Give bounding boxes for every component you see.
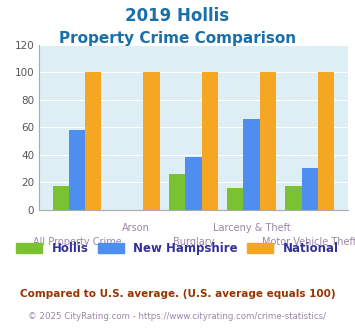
- Bar: [244, 119, 260, 210]
- Bar: [169, 174, 185, 210]
- Text: Arson: Arson: [121, 223, 149, 233]
- Text: Motor Vehicle Theft: Motor Vehicle Theft: [262, 237, 355, 247]
- Text: Burglary: Burglary: [173, 237, 214, 247]
- Text: All Property Crime: All Property Crime: [33, 237, 122, 247]
- Bar: [53, 186, 69, 210]
- Text: Larceny & Theft: Larceny & Theft: [213, 223, 290, 233]
- Legend: Hollis, New Hampshire, National: Hollis, New Hampshire, National: [11, 237, 344, 260]
- Text: Compared to U.S. average. (U.S. average equals 100): Compared to U.S. average. (U.S. average …: [20, 289, 335, 299]
- Bar: [143, 72, 160, 210]
- Bar: [302, 168, 318, 210]
- Bar: [285, 186, 302, 210]
- Bar: [185, 157, 202, 210]
- Text: Property Crime Comparison: Property Crime Comparison: [59, 31, 296, 46]
- Bar: [85, 72, 102, 210]
- Bar: [69, 130, 85, 210]
- Bar: [202, 72, 218, 210]
- Text: 2019 Hollis: 2019 Hollis: [125, 7, 230, 25]
- Bar: [227, 187, 244, 210]
- Bar: [318, 72, 334, 210]
- Text: © 2025 CityRating.com - https://www.cityrating.com/crime-statistics/: © 2025 CityRating.com - https://www.city…: [28, 312, 327, 321]
- Bar: [260, 72, 276, 210]
